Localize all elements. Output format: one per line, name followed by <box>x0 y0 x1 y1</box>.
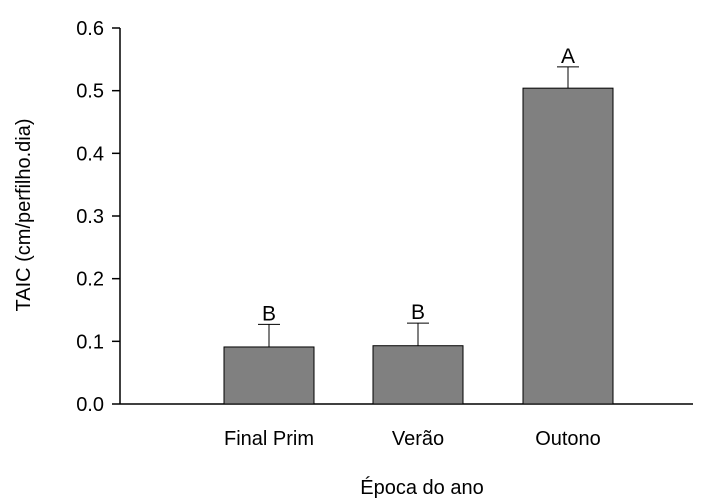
x-tick-label: Outono <box>535 428 601 450</box>
significance-letter: B <box>262 302 276 325</box>
x-tick-label: Verão <box>392 428 444 450</box>
bars-group <box>223 87 614 405</box>
group-letters: B B A <box>262 45 575 326</box>
y-axis-title: TAIC (cm/perfilho.dia) <box>13 118 35 311</box>
significance-letter: B <box>411 301 425 324</box>
significance-letter: A <box>561 45 575 68</box>
y-tick-label: 0.2 <box>76 269 104 291</box>
y-axis <box>112 27 121 405</box>
bar <box>223 346 315 405</box>
y-tick-labels: 0.0 0.1 0.2 0.3 0.4 0.5 0.6 <box>76 18 104 416</box>
x-axis-title: Época do ano <box>360 476 483 499</box>
x-tick-label: Final Prim <box>224 428 314 450</box>
y-tick-label: 0.3 <box>76 206 104 228</box>
error-bars-group <box>258 66 579 347</box>
y-tick-label: 0.4 <box>76 143 104 165</box>
y-tick-label: 0.5 <box>76 81 104 103</box>
bar <box>522 87 614 405</box>
plot-area: B BA Final Prim Verão Outono 0.00.10.20.30.… <box>76 18 693 450</box>
y-tick-label: 0.0 <box>76 394 104 416</box>
bar <box>372 345 464 405</box>
x-tick-labels: Final Prim Verão Outono <box>224 428 601 450</box>
y-tick-label: 0.6 <box>76 18 104 40</box>
y-tick-label: 0.1 <box>76 331 104 353</box>
